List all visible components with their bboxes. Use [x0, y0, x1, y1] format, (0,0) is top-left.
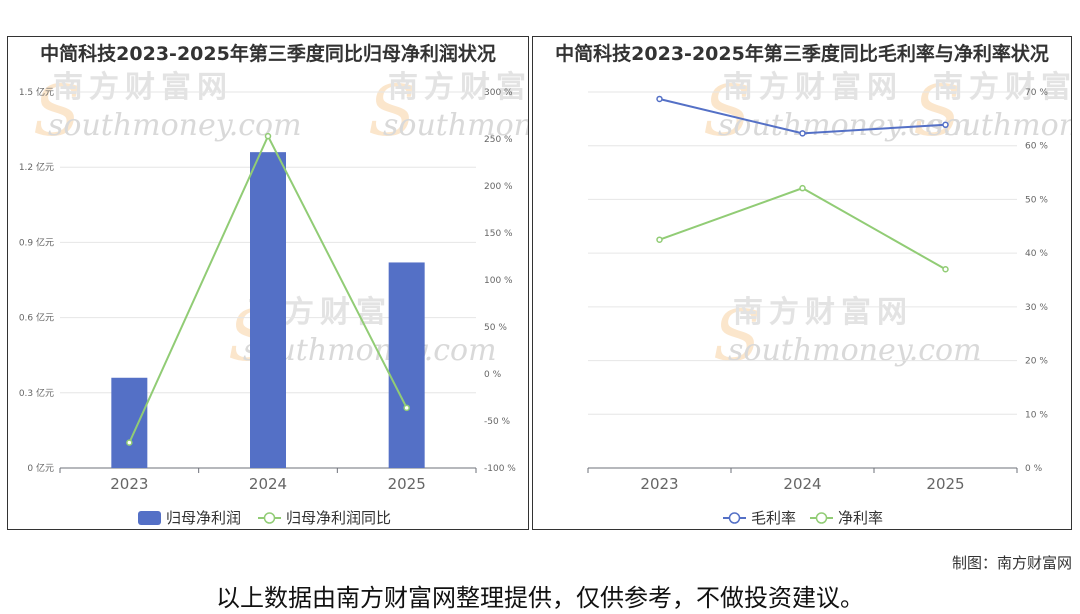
- watermark-logo: S: [713, 295, 761, 377]
- y-left-tick-label: 0.3 亿元: [19, 387, 54, 399]
- legend-label-net-margin: 净利率: [838, 509, 883, 527]
- watermark-en: southmoney.com: [728, 333, 982, 368]
- point-net-margin: [799, 184, 806, 192]
- legend-bar-swatch: [138, 511, 161, 525]
- legend-marker-gross-margin: [728, 512, 741, 524]
- y-right-tick-label: -100 %: [484, 464, 516, 474]
- bar-net-profit: [111, 377, 148, 468]
- point-gross-margin: [799, 130, 806, 137]
- y-right-tick-label: -50 %: [484, 417, 511, 427]
- legend-label-gross-margin: 毛利率: [751, 509, 796, 527]
- point-yoy-growth: [126, 439, 133, 446]
- chart-panel-right: 中简科技2023-2025年第三季度同比毛利率与净利率状况 S 南方财富网 sout…: [532, 36, 1072, 530]
- y-right-tick-label: 40 %: [1025, 249, 1048, 259]
- line-net-margin: [659, 187, 946, 271]
- watermark-logo: S: [33, 70, 81, 152]
- watermark-cn: 南方财富网: [388, 70, 529, 105]
- x-tick-label: 2023: [110, 475, 148, 493]
- watermark-cn: 南方财富网: [53, 70, 233, 105]
- legend-line-label: 归母净利润同比: [286, 509, 391, 527]
- chart-left-svg: S南方财富网southmoney.comS南方财富网southmoney.com…: [19, 70, 529, 527]
- watermark-cn: 南方财富网: [733, 295, 913, 330]
- y-right-tick-label: 60 %: [1025, 142, 1048, 152]
- bar-net-profit: [250, 152, 286, 468]
- chart-panel-left: 中简科技2023-2025年第三季度同比归母净利润状况 S 南方财富网 southm…: [7, 36, 529, 530]
- point-yoy-growth: [264, 132, 272, 140]
- point-gross-margin: [656, 95, 663, 103]
- watermark-cn: 南方财富网: [723, 70, 903, 105]
- bar-net-profit: [388, 262, 425, 468]
- x-tick-label: 2024: [249, 475, 287, 493]
- y-right-tick-label: 150 %: [484, 229, 513, 239]
- y-right-tick-label: 30 %: [1025, 303, 1048, 313]
- x-tick-label: 2024: [783, 475, 821, 493]
- point-gross-margin: [942, 121, 949, 129]
- y-right-tick-label: 10 %: [1025, 410, 1048, 420]
- legend-marker-net-margin: [815, 512, 828, 524]
- chart-right-svg: S南方财富网southmoney.comS南方财富网southmoney.com…: [587, 70, 1072, 527]
- y-right-tick-label: 200 %: [484, 182, 513, 192]
- y-right-tick-label: 50 %: [1025, 195, 1048, 205]
- legend-line-marker: [263, 512, 276, 524]
- point-net-margin: [656, 236, 663, 243]
- y-right-tick-label: 300 %: [484, 88, 513, 98]
- y-right-tick-label: 50 %: [484, 323, 507, 333]
- point-yoy-growth: [403, 404, 410, 412]
- watermark-logo: S: [368, 70, 416, 152]
- y-left-tick-label: 0 亿元: [27, 462, 54, 474]
- x-tick-label: 2025: [926, 475, 964, 493]
- y-left-tick-label: 0.6 亿元: [19, 312, 54, 324]
- disclaimer-text: 以上数据由南方财富网整理提供，仅供参考，不做投资建议。: [216, 584, 864, 612]
- y-left-tick-label: 0.9 亿元: [19, 236, 54, 248]
- watermark-en: southmoney.com: [928, 108, 1072, 143]
- y-right-tick-label: 0 %: [1025, 464, 1043, 474]
- y-left-tick-label: 1.5 亿元: [19, 86, 54, 98]
- watermark-cn: 南方财富网: [933, 70, 1072, 105]
- legend-bar-label: 归母净利润: [166, 509, 241, 527]
- chart-title-left: 中简科技2023-2025年第三季度同比归母净利润状况: [40, 43, 496, 65]
- y-right-tick-label: 70 %: [1025, 88, 1048, 98]
- chart-title-right: 中简科技2023-2025年第三季度同比毛利率与净利率状况: [555, 43, 1049, 65]
- watermark-en: southmoney.com: [383, 108, 529, 143]
- y-right-tick-label: 0 %: [484, 370, 502, 380]
- source-credit: 制图：南方财富网: [951, 554, 1072, 572]
- y-right-tick-label: 100 %: [484, 276, 513, 286]
- watermark-en: southmoney.com: [48, 108, 302, 143]
- y-left-tick-label: 1.2 亿元: [19, 161, 54, 173]
- watermark-logo: S: [913, 70, 961, 152]
- y-right-tick-label: 250 %: [484, 135, 513, 145]
- point-net-margin: [942, 266, 949, 273]
- x-tick-label: 2023: [640, 475, 678, 493]
- y-right-tick-label: 20 %: [1025, 357, 1048, 367]
- x-tick-label: 2025: [388, 475, 426, 493]
